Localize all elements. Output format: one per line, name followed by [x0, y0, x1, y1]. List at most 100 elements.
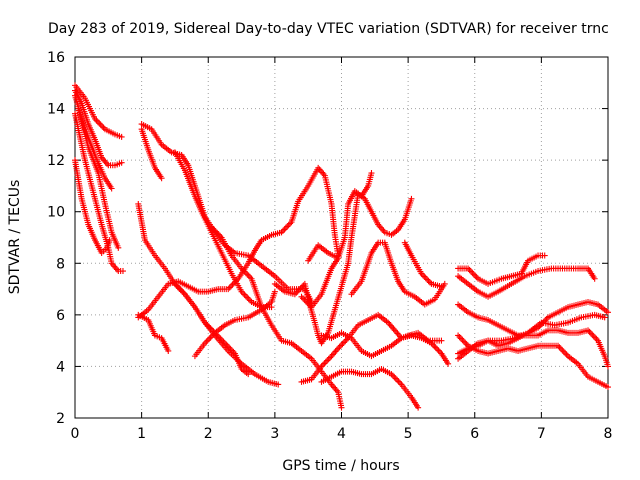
data-point-marker — [339, 340, 346, 347]
series-track-23 — [401, 239, 445, 290]
data-point-marker — [601, 314, 608, 321]
data-point-marker — [332, 386, 339, 393]
data-point-marker — [438, 283, 445, 290]
y-tick-label: 10 — [47, 205, 65, 221]
data-point-marker — [397, 380, 404, 387]
data-point-marker — [408, 195, 415, 202]
data-point-marker — [322, 359, 329, 366]
data-point-marker — [472, 272, 479, 279]
data-point-marker — [94, 118, 101, 125]
data-point-marker — [456, 333, 463, 340]
series-track-02 — [72, 87, 125, 169]
data-point-marker — [470, 271, 477, 278]
series-track-25 — [455, 265, 598, 300]
data-point-marker — [415, 404, 422, 411]
series-track-14 — [191, 288, 278, 360]
data-point-marker — [113, 266, 120, 273]
data-point-marker — [391, 374, 398, 381]
x-tick-label: 7 — [537, 426, 546, 442]
data-point-marker — [203, 338, 210, 345]
data-point-marker — [395, 378, 402, 385]
data-point-marker — [115, 244, 122, 251]
series-track-13 — [171, 280, 282, 388]
data-point-marker — [241, 291, 248, 298]
data-point-marker — [592, 334, 599, 341]
data-point-marker — [425, 277, 432, 284]
data-point-marker — [368, 170, 375, 177]
y-tick-label: 12 — [47, 153, 65, 169]
data-point-marker — [392, 375, 399, 382]
data-point-marker — [424, 276, 431, 283]
series-track-01 — [72, 82, 125, 140]
x-tick-label: 8 — [604, 426, 613, 442]
data-point-marker — [111, 263, 118, 270]
data-point-marker — [459, 336, 466, 343]
data-point-marker — [176, 285, 183, 292]
data-point-marker — [394, 377, 401, 384]
data-point-marker — [242, 293, 249, 300]
data-point-marker — [282, 224, 289, 231]
data-marks — [72, 82, 611, 411]
data-point-marker — [206, 335, 213, 342]
series-track-21 — [318, 329, 452, 367]
data-point-marker — [244, 294, 251, 301]
data-point-marker — [101, 157, 108, 164]
data-point-marker — [340, 339, 347, 346]
x-tick-label: 1 — [137, 426, 146, 442]
data-point-marker — [325, 356, 332, 363]
data-point-marker — [244, 271, 251, 278]
data-point-marker — [284, 223, 291, 230]
data-point-marker — [329, 383, 336, 390]
data-point-marker — [165, 347, 172, 354]
data-point-marker — [379, 226, 386, 233]
data-point-marker — [467, 268, 474, 275]
data-point-marker — [389, 324, 396, 331]
data-point-marker — [591, 275, 598, 282]
data-point-marker — [228, 283, 235, 290]
data-point-marker — [299, 295, 306, 302]
data-point-marker — [421, 273, 428, 280]
data-point-marker — [319, 361, 326, 368]
x-axis-label: GPS time / hours — [282, 458, 399, 474]
series-track-26 — [455, 301, 611, 370]
data-point-marker — [226, 284, 233, 291]
data-point-marker — [590, 333, 597, 340]
data-point-marker — [605, 363, 611, 370]
data-point-marker — [319, 169, 326, 176]
data-point-marker — [422, 275, 429, 282]
chart-title: Day 283 of 2019, Sidereal Day-to-day VTE… — [48, 21, 609, 37]
data-point-marker — [329, 351, 336, 358]
data-point-marker — [108, 185, 115, 192]
data-point-marker — [445, 360, 452, 367]
data-point-marker — [281, 226, 288, 233]
series-track-18 — [298, 255, 342, 311]
data-point-marker — [97, 121, 104, 128]
series-track-24 — [455, 252, 548, 287]
data-point-marker — [96, 120, 103, 127]
data-point-marker — [335, 345, 342, 352]
data-point-marker — [455, 332, 462, 339]
series-track-20 — [318, 366, 422, 411]
y-tick-label: 6 — [56, 308, 65, 324]
x-tick-label: 2 — [204, 426, 213, 442]
series-track-06 — [72, 157, 113, 256]
y-tick-label: 8 — [56, 256, 65, 272]
data-point-marker — [331, 350, 338, 357]
series-track-22 — [348, 239, 448, 308]
data-point-marker — [332, 348, 339, 355]
data-point-marker — [328, 353, 335, 360]
data-point-marker — [321, 360, 328, 367]
data-point-marker — [377, 224, 384, 231]
series-track-08 — [138, 126, 165, 182]
data-point-marker — [118, 133, 125, 140]
data-point-marker — [275, 381, 282, 388]
data-point-marker — [557, 345, 564, 352]
data-point-marker — [391, 327, 398, 334]
data-point-marker — [245, 371, 252, 378]
data-point-marker — [298, 293, 305, 300]
x-tick-label: 6 — [470, 426, 479, 442]
data-point-marker — [431, 343, 438, 350]
data-point-marker — [119, 268, 126, 275]
data-point-marker — [438, 337, 445, 344]
